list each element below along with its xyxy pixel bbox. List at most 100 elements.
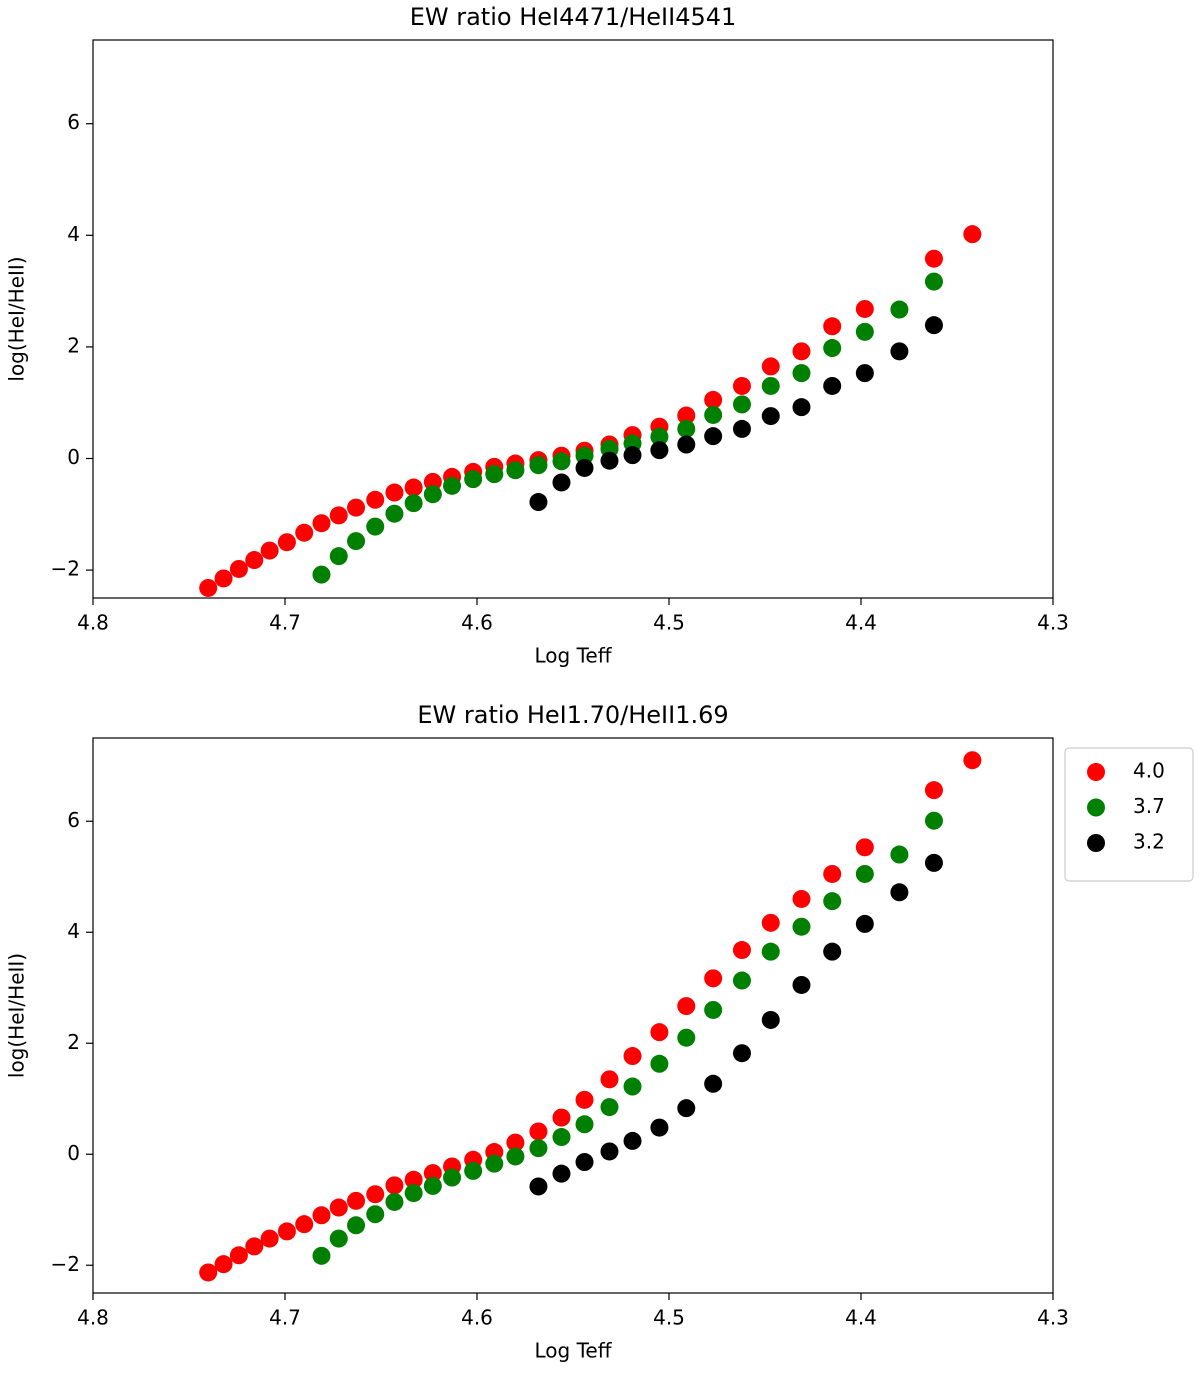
- point: [823, 339, 842, 358]
- point: [761, 1010, 780, 1029]
- plot-frame: [92, 39, 1054, 599]
- point: [732, 376, 751, 395]
- point: [792, 342, 811, 361]
- point: [385, 1192, 404, 1211]
- y-tick-label: 6: [67, 110, 80, 134]
- point: [229, 559, 248, 578]
- point: [385, 504, 404, 523]
- legend-label: 3.7: [1133, 794, 1165, 818]
- legend-label: 3.2: [1133, 830, 1165, 854]
- point: [761, 942, 780, 961]
- legend-box: [1064, 747, 1194, 882]
- point: [529, 1122, 548, 1141]
- point: [677, 419, 696, 438]
- y-tick-label: 0: [67, 1141, 80, 1165]
- y-tick-label: 6: [67, 808, 80, 832]
- point: [823, 376, 842, 395]
- point: [792, 889, 811, 908]
- point: [890, 300, 909, 319]
- point: [464, 1161, 483, 1180]
- y-tick-label: 0: [67, 445, 80, 469]
- point: [245, 551, 264, 570]
- point: [506, 1133, 525, 1152]
- point: [312, 1246, 331, 1265]
- point: [732, 971, 751, 990]
- point: [485, 1154, 504, 1173]
- point: [650, 427, 669, 446]
- x-tick-label: 4.8: [77, 611, 109, 635]
- point: [366, 1205, 385, 1224]
- point: [575, 458, 594, 477]
- x-tick-label: 4.8: [77, 1306, 109, 1330]
- x-tick-label: 4.4: [845, 611, 877, 635]
- point: [245, 1237, 264, 1256]
- point: [732, 941, 751, 960]
- x-tick-label: 4.4: [845, 1306, 877, 1330]
- point: [443, 476, 462, 495]
- point: [823, 317, 842, 336]
- point: [404, 1184, 423, 1203]
- point: [732, 419, 751, 438]
- y-axis-label: log(HeI/HeII): [5, 953, 29, 1078]
- point: [423, 1164, 442, 1183]
- point: [529, 1177, 548, 1196]
- point: [214, 1255, 233, 1274]
- point: [704, 405, 723, 424]
- point: [295, 523, 314, 542]
- point: [650, 441, 669, 460]
- point: [575, 1153, 594, 1172]
- point: [677, 1099, 696, 1118]
- point: [890, 845, 909, 864]
- point: [312, 514, 331, 533]
- point: [732, 1044, 751, 1063]
- point: [277, 1222, 296, 1241]
- point: [260, 541, 279, 560]
- point: [823, 864, 842, 883]
- point: [890, 342, 909, 361]
- point: [366, 490, 385, 509]
- point: [732, 395, 751, 414]
- point: [650, 1023, 669, 1042]
- y-tick-label: 2: [67, 1030, 80, 1054]
- point: [761, 357, 780, 376]
- point: [963, 225, 982, 244]
- point: [600, 451, 619, 470]
- point: [506, 461, 525, 480]
- point: [704, 969, 723, 988]
- point: [792, 364, 811, 383]
- point: [704, 427, 723, 446]
- x-axis-label: Log Teff: [535, 644, 613, 668]
- point: [855, 914, 874, 933]
- y-axis-label: log(HeI/HeII): [5, 256, 29, 381]
- point: [575, 1115, 594, 1134]
- point: [404, 1170, 423, 1189]
- point: [199, 578, 218, 597]
- point: [329, 506, 348, 525]
- point: [423, 485, 442, 504]
- point: [529, 493, 548, 512]
- legend-label: 4.0: [1133, 759, 1165, 783]
- legend-marker: [1087, 763, 1105, 781]
- point: [423, 1176, 442, 1195]
- point: [623, 1077, 642, 1096]
- point: [404, 478, 423, 497]
- point: [312, 1206, 331, 1225]
- point: [855, 322, 874, 341]
- point: [650, 1118, 669, 1137]
- point: [924, 811, 943, 830]
- point: [329, 547, 348, 566]
- point: [366, 1185, 385, 1204]
- point: [650, 1054, 669, 1073]
- point: [792, 398, 811, 417]
- point: [347, 532, 366, 551]
- point: [855, 864, 874, 883]
- point: [677, 406, 696, 425]
- point: [277, 533, 296, 552]
- point: [963, 751, 982, 770]
- point: [366, 517, 385, 536]
- legend-marker: [1087, 798, 1105, 817]
- x-tick-label: 4.7: [269, 1306, 301, 1330]
- point: [924, 316, 943, 335]
- point: [823, 942, 842, 961]
- y-tick-label: 4: [67, 919, 80, 943]
